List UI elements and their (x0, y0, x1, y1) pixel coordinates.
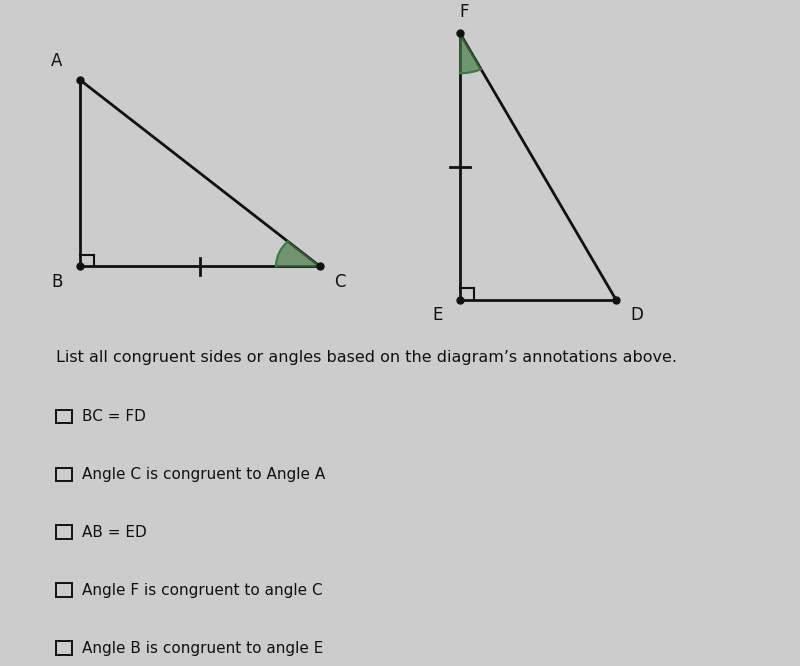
Text: AB = ED: AB = ED (82, 525, 147, 539)
Text: List all congruent sides or angles based on the diagram’s annotations above.: List all congruent sides or angles based… (56, 350, 677, 365)
Text: F: F (459, 3, 469, 21)
Text: Angle F is congruent to angle C: Angle F is congruent to angle C (82, 583, 323, 597)
Text: Angle B is congruent to angle E: Angle B is congruent to angle E (82, 641, 324, 655)
Text: Angle C is congruent to Angle A: Angle C is congruent to Angle A (82, 467, 326, 482)
Text: B: B (51, 273, 62, 291)
Text: A: A (51, 52, 62, 70)
Polygon shape (460, 33, 481, 73)
Text: C: C (334, 273, 346, 291)
Text: D: D (630, 306, 643, 324)
Text: BC = FD: BC = FD (82, 409, 146, 424)
Polygon shape (276, 241, 320, 266)
Text: E: E (432, 306, 442, 324)
